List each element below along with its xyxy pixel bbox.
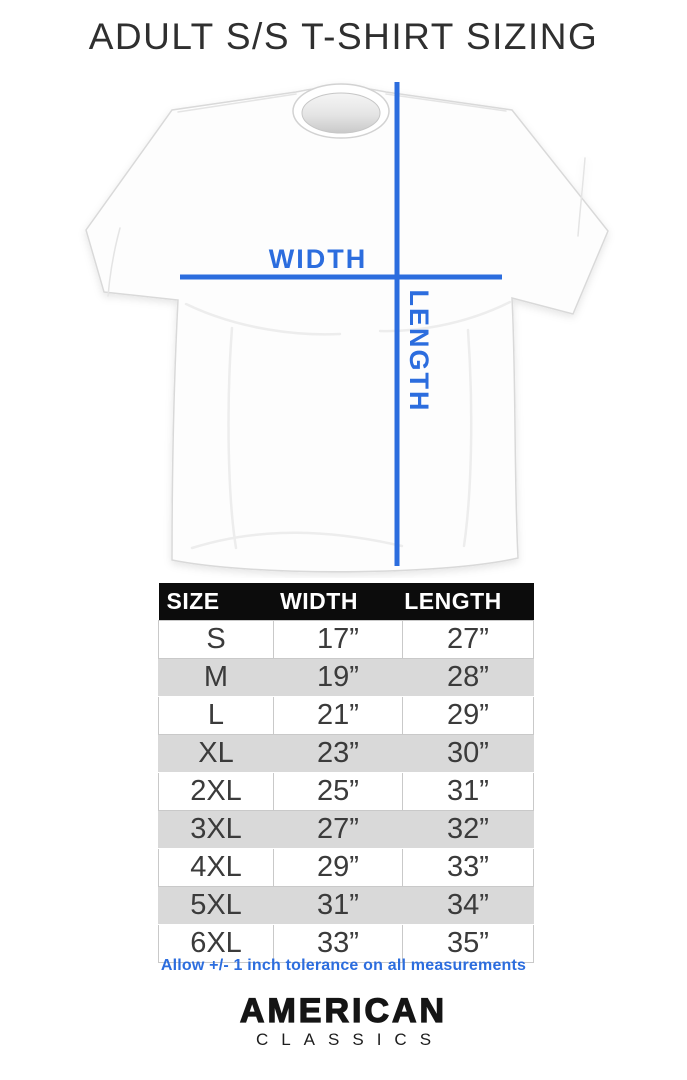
table-cell: 27” bbox=[273, 810, 403, 849]
table-cell: 28” bbox=[402, 658, 534, 697]
table-cell: L bbox=[158, 696, 274, 735]
fabric-crease bbox=[184, 302, 342, 336]
header-row: SIZE WIDTH LENGTH bbox=[158, 583, 534, 621]
table-cell: 33” bbox=[402, 848, 534, 887]
table-cell: 23” bbox=[273, 734, 403, 773]
column-header-width: WIDTH bbox=[273, 583, 403, 621]
table-cell: 3XL bbox=[158, 810, 274, 849]
tshirt-diagram: WIDTH LENGTH bbox=[85, 82, 609, 573]
table-cell: 27” bbox=[402, 620, 534, 659]
table-row: 2XL 25” 31” bbox=[158, 772, 534, 811]
brand-name-american: AMERICAN bbox=[239, 992, 448, 1030]
table-cell: XL bbox=[158, 734, 274, 773]
table-cell: 35” bbox=[402, 924, 534, 963]
brand-logo: AMERICAN CLASSICS bbox=[0, 992, 687, 1051]
table-row: 6XL 33” 35” bbox=[158, 924, 534, 963]
table-cell: 31” bbox=[273, 886, 403, 925]
shoulder-seam-right bbox=[385, 93, 507, 112]
table-cell: 21” bbox=[273, 696, 403, 735]
tolerance-note: Allow +/- 1 inch tolerance on all measur… bbox=[160, 957, 527, 974]
page-title: ADULT S/S T-SHIRT SIZING bbox=[88, 16, 599, 57]
table-row: M 19” 28” bbox=[158, 658, 534, 697]
table-cell: 34” bbox=[402, 886, 534, 925]
column-header-size: SIZE bbox=[158, 583, 274, 621]
sleeve-cuff-right bbox=[577, 157, 586, 237]
tshirt-shape bbox=[85, 86, 609, 573]
table-cell: 17” bbox=[273, 620, 403, 659]
table-row: S 17” 27” bbox=[158, 620, 534, 659]
table-cell: 5XL bbox=[158, 886, 274, 925]
table-cell: 29” bbox=[273, 848, 403, 887]
length-label: LENGTH bbox=[404, 290, 434, 413]
fabric-crease bbox=[462, 328, 473, 548]
table-row: 5XL 31” 34” bbox=[158, 886, 534, 925]
table-row: L 21” 29” bbox=[158, 696, 534, 735]
table-cell: 19” bbox=[273, 658, 403, 697]
table-cell: 30” bbox=[402, 734, 534, 773]
table-cell: 32” bbox=[402, 810, 534, 849]
size-table-body: S 17” 27” M 19” 28” L 21” 29” XL 23” 30” 2XL 25” 31” 3X… bbox=[158, 620, 534, 963]
size-table-header: SIZE WIDTH LENGTH bbox=[158, 583, 534, 621]
width-label: WIDTH bbox=[269, 244, 367, 274]
fabric-crease bbox=[227, 326, 238, 550]
table-cell: 33” bbox=[273, 924, 403, 963]
size-chart-table: SIZE WIDTH LENGTH S 17” 27” M 19” 28” L 21” 29” X… bbox=[158, 583, 534, 963]
tshirt-illustration bbox=[85, 83, 609, 573]
length-measure-line bbox=[394, 82, 400, 566]
table-row: 3XL 27” 32” bbox=[158, 810, 534, 849]
hem-wrinkle bbox=[190, 531, 404, 550]
table-cell: S bbox=[158, 620, 274, 659]
collar-opening bbox=[301, 92, 381, 134]
sleeve-cuff-left bbox=[107, 227, 121, 297]
fabric-crease bbox=[378, 300, 512, 333]
table-cell: 25” bbox=[273, 772, 403, 811]
table-cell: 6XL bbox=[158, 924, 274, 963]
table-row: 4XL 29” 33” bbox=[158, 848, 534, 887]
width-measure-line bbox=[180, 274, 502, 280]
column-header-length: LENGTH bbox=[402, 583, 534, 621]
table-row: XL 23” 30” bbox=[158, 734, 534, 773]
table-cell: 4XL bbox=[158, 848, 274, 887]
brand-name-classics: CLASSICS bbox=[255, 1030, 445, 1049]
table-cell: 2XL bbox=[158, 772, 274, 811]
table-cell: 31” bbox=[402, 772, 534, 811]
table-cell: M bbox=[158, 658, 274, 697]
table-cell: 29” bbox=[402, 696, 534, 735]
shoulder-seam-left bbox=[177, 93, 297, 113]
